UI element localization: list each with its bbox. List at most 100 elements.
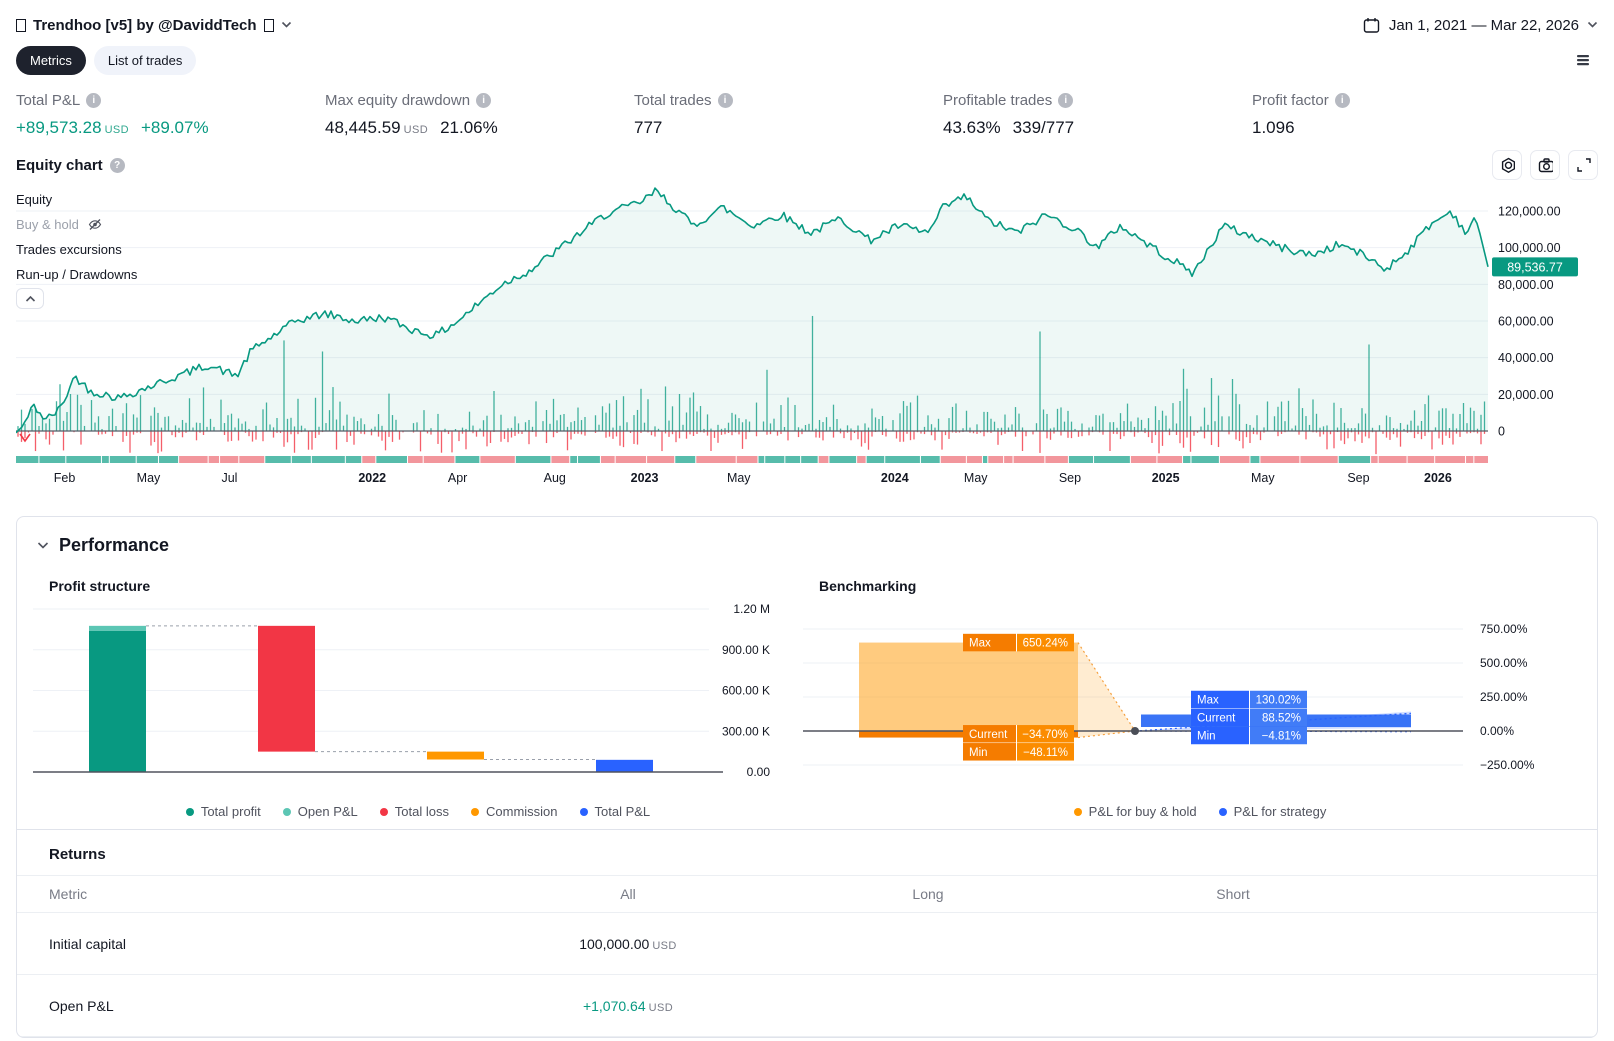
collapse-legend-button[interactable] <box>16 288 44 309</box>
equity-legend-item[interactable]: Buy & hold <box>16 217 137 232</box>
expand-icon <box>1577 158 1591 172</box>
x-axis-tick: 2024 <box>880 471 909 485</box>
fullscreen-button[interactable] <box>1568 150 1598 180</box>
equity-legend-item[interactable]: Trades excursions <box>16 242 137 257</box>
equity-chart-canvas[interactable]: 120,000.00 100,000.00 80,000.00 60,000.00 40… <box>16 184 1614 468</box>
row-metric-label: Initial capital <box>49 935 127 952</box>
tab-metrics[interactable]: Metrics <box>16 45 86 75</box>
benchmarking-title: Benchmarking <box>819 578 917 594</box>
metric-max-drawdown: Max equity drawdown i 48,445.59 USD 21.06% <box>325 92 634 138</box>
metric-extra: +89.07% <box>141 118 209 137</box>
info-icon[interactable]: i <box>476 93 492 108</box>
svg-text:40,000.00: 40,000.00 <box>1498 351 1554 365</box>
legend-item[interactable]: Commission <box>471 804 558 819</box>
date-range-picker[interactable]: Jan 1, 2021 — Mar 22, 2026 <box>1362 16 1598 35</box>
svg-text:750.00%: 750.00% <box>1480 622 1528 636</box>
metric-profitable-trades: Profitable trades i 43.63% 339/777 <box>943 92 1252 138</box>
svg-text:89,536.77: 89,536.77 <box>1507 260 1563 274</box>
currency-unit: USD <box>403 124 429 136</box>
legend-label: Total profit <box>200 804 261 819</box>
equity-legend-label: Trades excursions <box>16 242 122 257</box>
info-icon[interactable]: i <box>1058 93 1074 108</box>
chevron-down-icon <box>1587 21 1598 28</box>
legend-label: P&L for buy & hold <box>1088 804 1197 819</box>
currency-unit: USD <box>652 939 677 952</box>
equity-legend-item[interactable]: Equity <box>16 192 137 207</box>
rows-icon <box>1577 55 1589 66</box>
svg-text:Max: Max <box>969 638 991 650</box>
legend-item[interactable]: P&L for buy & hold <box>1073 804 1197 819</box>
page-title: Trendhoo [v5] by @DaviddTech <box>33 16 257 34</box>
svg-text:130.02%: 130.02% <box>1256 695 1301 707</box>
missing-glyph-icon <box>16 18 26 32</box>
legend-dot <box>471 807 479 816</box>
legend-item[interactable]: Total P&L <box>579 804 651 819</box>
performance-charts-row: Profit structure 1.20 M 900.00 K 600.00 K 3… <box>17 562 1597 829</box>
legend-item[interactable]: Open P&L <box>282 804 358 819</box>
performance-header[interactable]: Performance <box>17 517 1597 562</box>
info-icon[interactable]: i <box>86 93 102 108</box>
profit-structure-title: Profit structure <box>49 578 151 594</box>
svg-text:80,000.00: 80,000.00 <box>1498 278 1554 292</box>
equity-legend-label: Buy & hold <box>16 217 79 232</box>
legend-item[interactable]: P&L for strategy <box>1218 804 1327 819</box>
svg-text:Max: Max <box>1197 695 1219 707</box>
chevron-up-icon <box>25 295 35 302</box>
calendar-icon <box>1363 17 1380 33</box>
svg-text:88.52%: 88.52% <box>1262 713 1301 725</box>
x-axis-tick: 2026 <box>1424 471 1452 485</box>
tabs-row: Metrics List of trades <box>0 42 1614 78</box>
row-value-all: +1,070.64 USD <box>582 997 674 1014</box>
metric-label: Max equity drawdown <box>325 92 471 109</box>
metric-label: Profit factor <box>1252 92 1329 109</box>
snapshot-button[interactable] <box>1530 150 1560 180</box>
x-axis-tick: Feb <box>53 471 76 485</box>
svg-text:Min: Min <box>1197 731 1216 743</box>
chart-settings-button[interactable] <box>1492 150 1522 180</box>
x-axis-tick: Aug <box>543 471 566 485</box>
chevron-down-icon <box>37 542 49 549</box>
svg-text:100,000.00: 100,000.00 <box>1498 241 1561 255</box>
equity-chart-area[interactable]: Equity Buy & hold Trades excursions Run-up … <box>0 184 1614 490</box>
legend-item[interactable]: Total loss <box>379 804 449 819</box>
legend-dot <box>1073 807 1082 816</box>
strategy-title-wrap[interactable]: Trendhoo [v5] by @DaviddTech <box>16 17 292 34</box>
legend-label: Commission <box>486 804 558 819</box>
equity-legend-item[interactable]: Run-up / Drawdowns <box>16 267 137 282</box>
column-all: All <box>620 886 636 902</box>
date-range-label: Jan 1, 2021 — Mar 22, 2026 <box>1388 16 1579 34</box>
legend-item[interactable]: Total profit <box>185 804 261 819</box>
layout-rows-button[interactable] <box>1568 45 1598 75</box>
metric-label: Total P&L <box>16 92 81 109</box>
x-axis-tick: Apr <box>447 471 468 485</box>
svg-text:Current: Current <box>969 729 1008 741</box>
currency-unit: USD <box>648 1001 674 1014</box>
x-axis-tick: 2025 <box>1151 471 1180 485</box>
table-row-open-pnl: Open P&L +1,070.64 USD <box>17 975 1597 1037</box>
svg-text:Min: Min <box>969 747 988 759</box>
bar-commission <box>427 751 484 760</box>
returns-section: Returns Metric All Long Short Initial ca… <box>17 829 1597 1037</box>
svg-text:500.00%: 500.00% <box>1480 656 1528 670</box>
gear-icon <box>1501 157 1515 173</box>
tab-list-of-trades[interactable]: List of trades <box>93 45 197 75</box>
performance-title: Performance <box>59 535 170 555</box>
profit-structure-chart[interactable]: 1.20 M 900.00 K 600.00 K 300.00 K 0.00 <box>33 600 803 800</box>
returns-table-header: Metric All Long Short <box>17 875 1597 913</box>
equity-x-axis: Feb May Jul 2022 Apr Aug 2023 May 2024 May Sep 2025… <box>0 468 1614 490</box>
info-icon[interactable]: i <box>1334 93 1350 108</box>
info-icon[interactable]: i <box>717 93 733 108</box>
svg-text:20,000.00: 20,000.00 <box>1498 388 1554 402</box>
bar-total-pnl <box>596 759 653 772</box>
bar-total-profit <box>89 630 146 772</box>
eye-off-icon[interactable] <box>87 217 103 232</box>
legend-label: P&L for strategy <box>1233 804 1327 819</box>
metric-value: 43.63% <box>943 118 1001 137</box>
metric-value: 1.096 <box>1252 118 1295 137</box>
benchmarking-chart[interactable]: 750.00% 500.00% 250.00% 0.00% −250.00% Max 650… <box>803 600 1598 800</box>
help-icon[interactable]: ? <box>109 157 125 173</box>
legend-label: Total P&L <box>594 804 651 819</box>
profit-structure-legend: Total profit Open P&L Total loss Commission… <box>33 804 803 819</box>
x-axis-tick: Sep <box>1058 471 1082 485</box>
x-axis-tick: May <box>136 471 161 485</box>
